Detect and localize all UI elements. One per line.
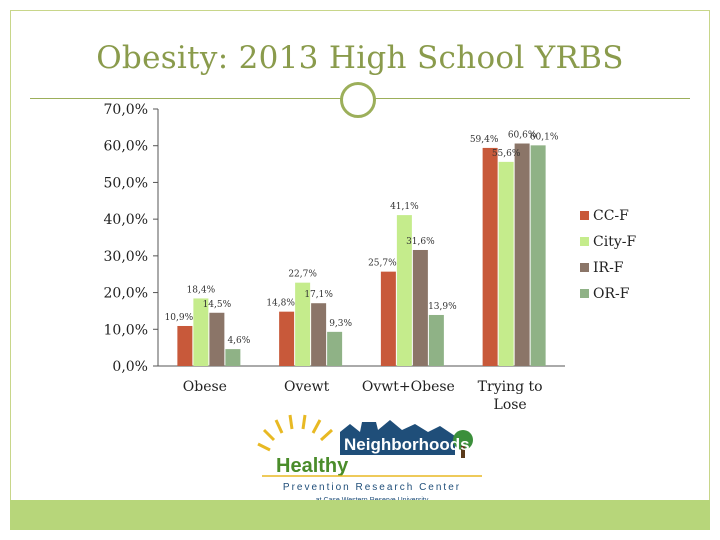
data-label: 59,4% — [470, 135, 499, 145]
y-tick-label: 0,0% — [112, 359, 148, 375]
bar-cc-f-3 — [482, 147, 498, 366]
bar-city-f-2 — [396, 215, 412, 366]
data-label: 9,3% — [329, 319, 352, 329]
healthy-neighborhoods-logo: Healthy Neighborhoods Prevention Researc… — [250, 410, 490, 505]
bar-ir-f-2 — [412, 249, 428, 366]
logo-neighborhoods: Neighborhoods — [344, 435, 470, 454]
legend-swatch — [580, 289, 589, 298]
footer-band — [10, 500, 710, 530]
legend-swatch — [580, 263, 589, 272]
data-label: 55,6% — [492, 149, 521, 159]
bar-ir-f-0 — [209, 312, 225, 366]
data-label: 18,4% — [187, 285, 216, 295]
y-tick-label: 40,0% — [104, 212, 148, 228]
data-label: 17,1% — [304, 290, 333, 300]
bar-or-f-2 — [428, 314, 444, 366]
bar-city-f-1 — [295, 282, 311, 366]
x-tick-label: Obese — [183, 379, 227, 395]
legend-label: IR-F — [593, 260, 624, 276]
y-tick-label: 10,0% — [104, 322, 148, 338]
bar-or-f-0 — [225, 349, 241, 366]
legend-label: CC-F — [593, 208, 629, 224]
data-label: 41,1% — [390, 202, 419, 212]
bar-series — [177, 143, 546, 366]
data-label: 60,1% — [530, 132, 559, 142]
x-tick-label: Trying to — [478, 379, 543, 395]
bar-cc-f-0 — [177, 325, 193, 366]
legend-label: City-F — [593, 234, 636, 250]
legend-swatch — [580, 211, 589, 220]
y-tick-label: 20,0% — [104, 286, 148, 302]
data-labels: 10,9% 18,4% 14,5% 4,6% 14,8% 22,7% 17,1% 9,3% 25… — [165, 131, 559, 347]
bar-or-f-3 — [530, 145, 546, 366]
bar-ir-f-3 — [514, 143, 530, 366]
x-tick-label: Ovewt — [284, 379, 330, 395]
bar-cc-f-2 — [380, 271, 396, 366]
bar-or-f-1 — [327, 331, 343, 366]
x-axis-labels: Obese Ovewt Ovwt+Obese Trying to Lose — [183, 379, 543, 413]
y-tick-label: 60,0% — [104, 139, 148, 155]
logo-subtitle: Prevention Research Center — [283, 482, 461, 493]
legend-label: OR-F — [593, 286, 630, 302]
decorative-ring-icon — [340, 82, 376, 118]
data-label: 14,5% — [203, 300, 232, 310]
y-tick-label: 50,0% — [104, 175, 148, 191]
legend-swatch — [580, 237, 589, 246]
sun-rays-icon — [257, 414, 334, 452]
bar-city-f-3 — [498, 161, 514, 366]
bar-cc-f-1 — [279, 311, 295, 366]
legend: CC-F City-F IR-F OR-F — [580, 208, 636, 302]
x-tick-label: Ovwt+Obese — [362, 379, 455, 395]
houses-icon — [340, 420, 455, 455]
bar-city-f-0 — [193, 298, 209, 366]
data-label: 22,7% — [288, 270, 317, 280]
data-label: 10,9% — [165, 313, 194, 323]
data-label: 13,9% — [428, 302, 457, 312]
y-tick-label: 70,0% — [104, 102, 148, 118]
data-label: 4,6% — [227, 336, 250, 346]
data-label: 25,7% — [368, 259, 397, 269]
y-tick-label: 30,0% — [104, 249, 148, 265]
data-label: 14,8% — [266, 299, 295, 309]
data-label: 60,6% — [508, 131, 537, 141]
tree-icon — [453, 430, 473, 458]
x-tick-label: Lose — [494, 397, 527, 413]
page-title: Obesity: 2013 High School YRBS — [96, 40, 624, 76]
data-label: 31,6% — [406, 237, 435, 247]
logo-healthy: Healthy — [276, 455, 349, 477]
bar-ir-f-1 — [311, 303, 327, 366]
